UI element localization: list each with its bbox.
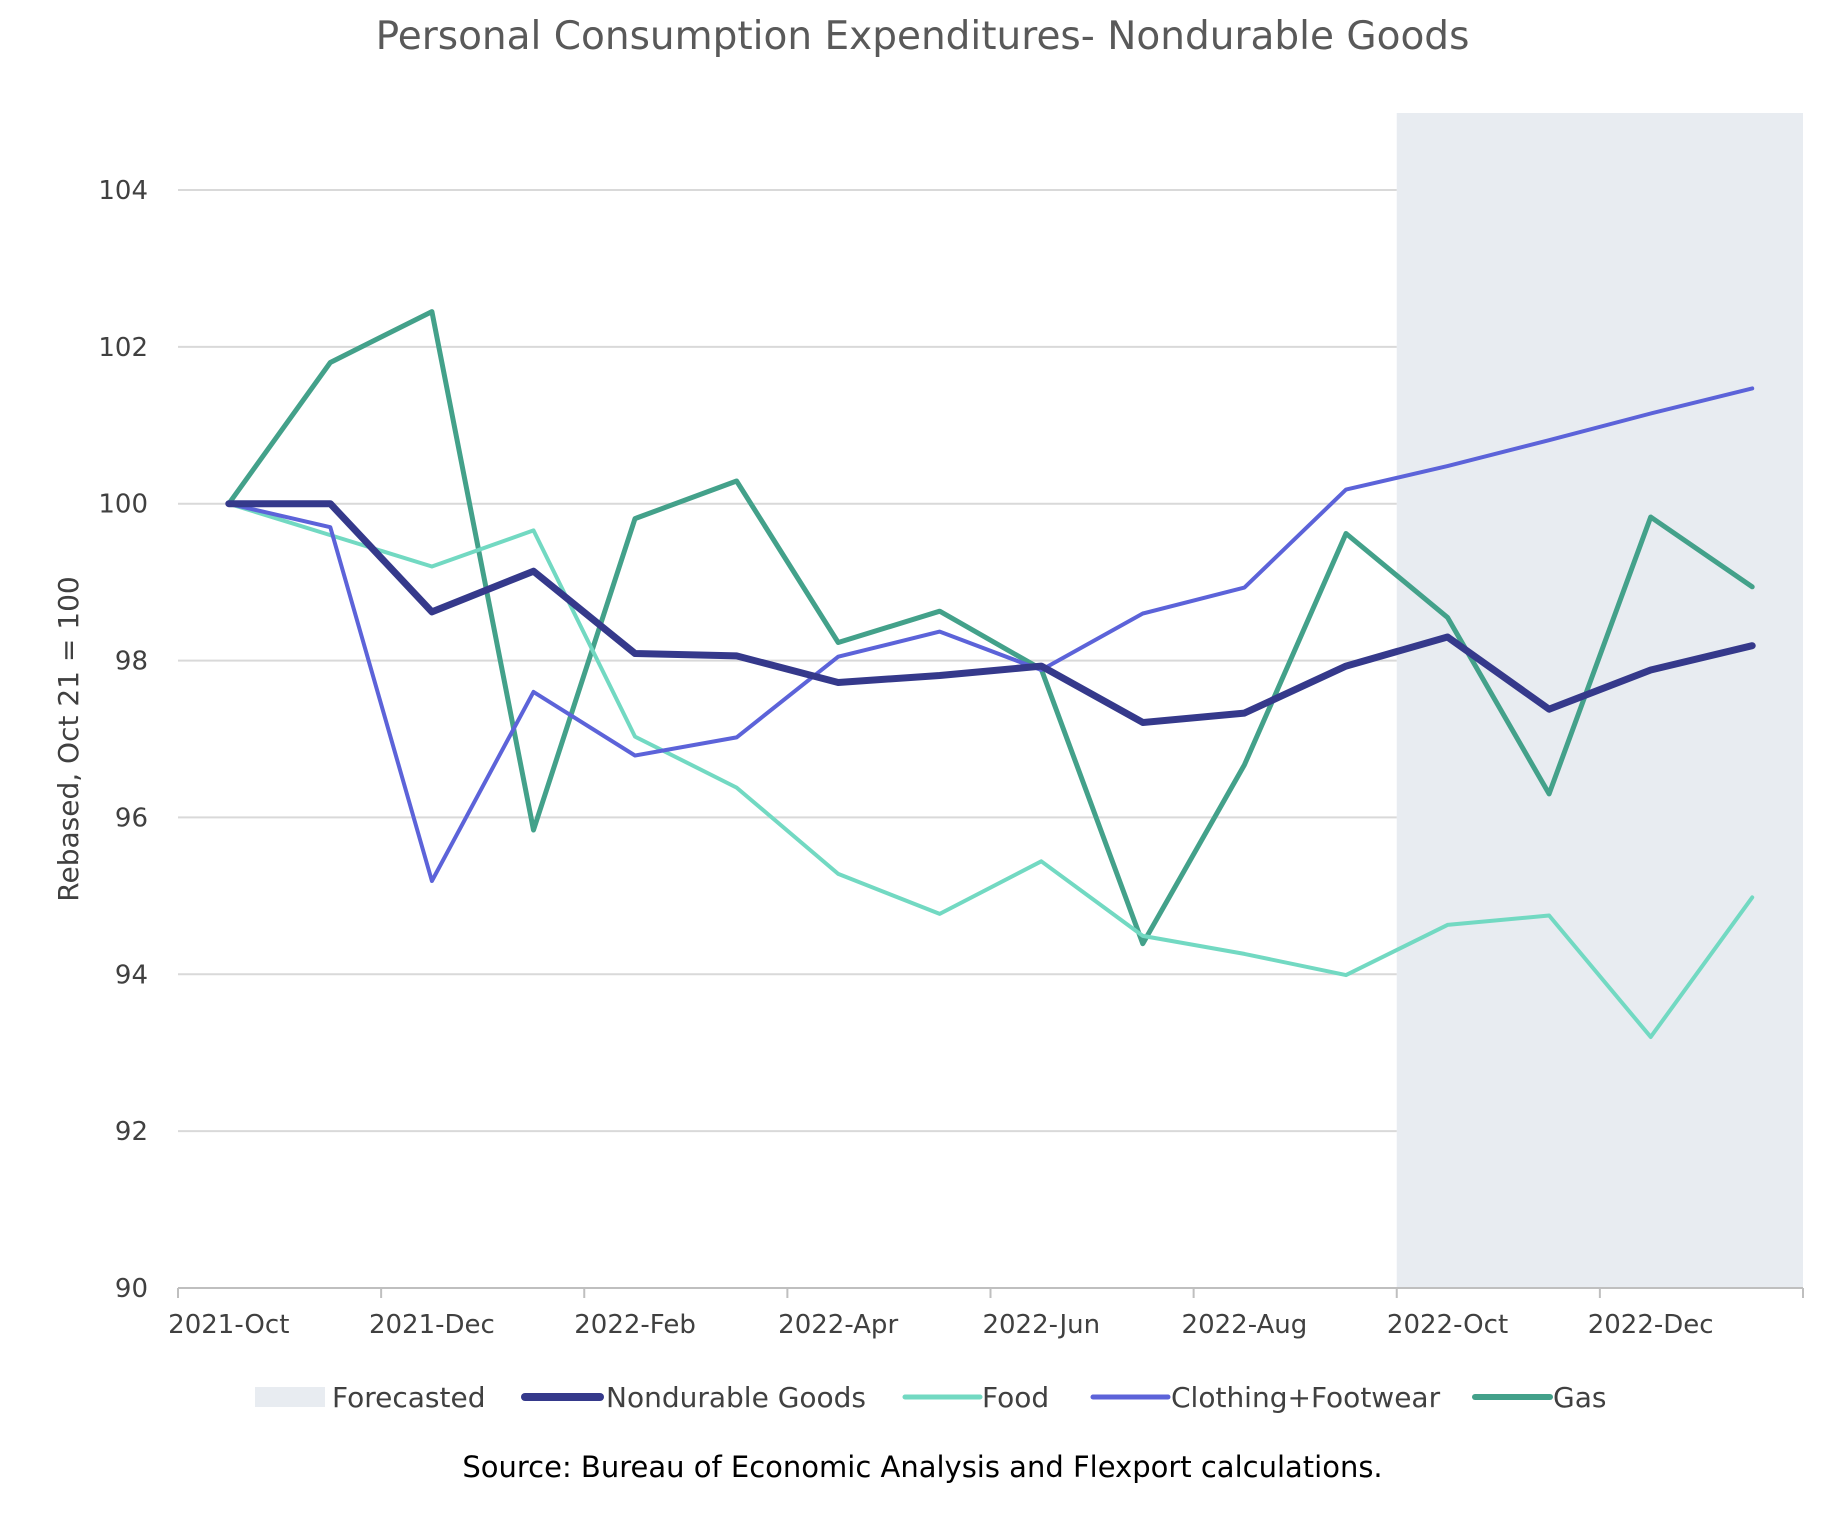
x-tick-label-2021-Dec: 2021-Dec	[369, 1310, 495, 1340]
legend-label-gas: Gas	[1553, 1381, 1606, 1414]
x-tick-label-2022-Aug: 2022-Aug	[1182, 1310, 1308, 1340]
x-tick-label-2022-Jun: 2022-Jun	[982, 1310, 1100, 1340]
y-tick-label-96: 96	[115, 803, 148, 833]
legend-label-nondurable-goods: Nondurable Goods	[606, 1381, 866, 1414]
x-tick-label-2022-Apr: 2022-Apr	[778, 1310, 898, 1340]
series-line-nondurable-goods	[225, 500, 1756, 726]
y-tick-label-98: 98	[115, 647, 148, 677]
x-tick-label-2022-Oct: 2022-Oct	[1387, 1310, 1508, 1340]
y-tick-label-92: 92	[115, 1117, 148, 1147]
x-tick-label-2021-Oct: 2021-Oct	[168, 1310, 289, 1340]
y-tick-label-104: 104	[98, 176, 148, 206]
legend-label-forecasted: Forecasted	[332, 1381, 485, 1414]
series-line-gas	[226, 309, 1755, 947]
chart-title: Personal Consumption Expenditures- Nondu…	[375, 14, 1470, 59]
legend-label-clothing-footwear: Clothing+Footwear	[1171, 1381, 1441, 1414]
source-note: Source: Bureau of Economic Analysis and …	[462, 1450, 1383, 1484]
series-line-clothing-footwear	[226, 386, 1755, 883]
legend-swatch-forecasted	[255, 1387, 325, 1407]
series-line-food	[226, 501, 1755, 1039]
y-axis-title: Rebased, Oct 21 = 100	[52, 576, 85, 901]
y-tick-label-94: 94	[115, 960, 148, 990]
legend-label-food: Food	[982, 1381, 1049, 1414]
x-tick-label-2022-Dec: 2022-Dec	[1588, 1310, 1714, 1340]
y-tick-label-90: 90	[115, 1274, 148, 1304]
forecast-region	[1396, 113, 1803, 1288]
x-tick-label-2022-Feb: 2022-Feb	[574, 1310, 696, 1340]
y-tick-label-102: 102	[98, 333, 148, 363]
y-tick-label-100: 100	[98, 490, 148, 520]
